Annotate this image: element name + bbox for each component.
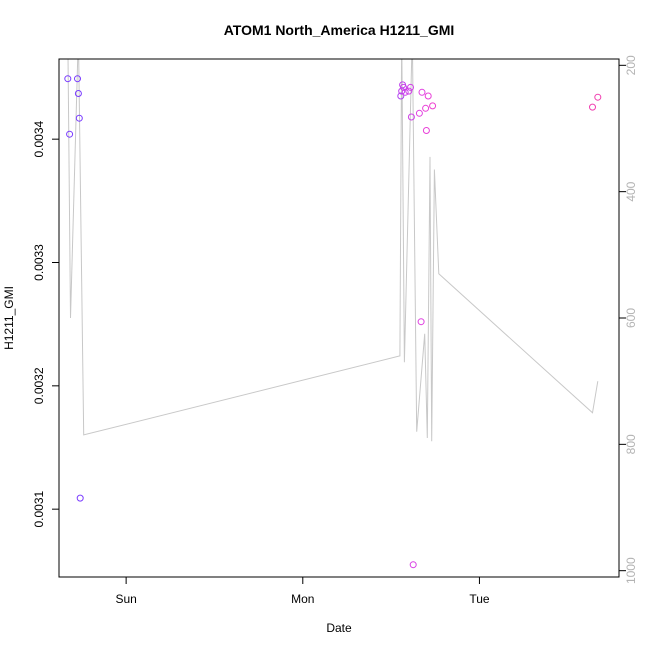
data-point (424, 92, 432, 100)
line-series-layer (67, 59, 599, 442)
data-point (64, 75, 72, 83)
y2-tick-label: 600 (624, 308, 638, 328)
data-point (405, 87, 413, 95)
data-point (418, 88, 426, 96)
data-point (75, 114, 83, 122)
data-point (397, 92, 405, 100)
data-point (400, 83, 407, 91)
data-point (589, 103, 596, 111)
y2-tick-label: 1000 (624, 557, 638, 584)
x-tick-label: Sun (115, 592, 136, 606)
y-tick-label: 0.0034 (32, 120, 46, 157)
y-axis-right: 200 400 600 800 1000 (618, 55, 638, 584)
data-point (422, 104, 430, 112)
data-point (415, 109, 423, 117)
y2-tick-label: 400 (624, 181, 638, 201)
data-point (409, 561, 417, 569)
y-tick-label: 0.0031 (32, 490, 46, 527)
data-point (422, 127, 430, 134)
data-point (74, 90, 82, 97)
data-point (407, 83, 414, 91)
data-point (594, 93, 602, 101)
x-axis-label: Date (326, 621, 352, 635)
y2-tick-label: 800 (624, 434, 638, 454)
data-point (401, 88, 409, 96)
x-tick-label: Mon (291, 592, 314, 606)
data-point (407, 113, 415, 121)
y2-tick-label: 200 (624, 55, 638, 75)
data-point (417, 318, 425, 326)
y-axis-left: 0.0031 0.0032 0.0033 0.0034 (32, 120, 60, 528)
data-point (429, 102, 437, 110)
line-series (67, 59, 599, 442)
x-axis: Sun Mon Tue (115, 576, 490, 606)
data-point (74, 75, 81, 83)
y-axis-label: H1211_GMI (2, 286, 16, 350)
y-tick-label: 0.0033 (32, 244, 46, 281)
y-tick-label: 0.0032 (32, 367, 46, 404)
chart-title: ATOM1 North_America H1211_GMI (224, 22, 455, 38)
scatter-series-layer (64, 75, 602, 569)
x-tick-label: Tue (469, 592, 490, 606)
data-point (66, 130, 74, 138)
data-point (76, 494, 84, 502)
